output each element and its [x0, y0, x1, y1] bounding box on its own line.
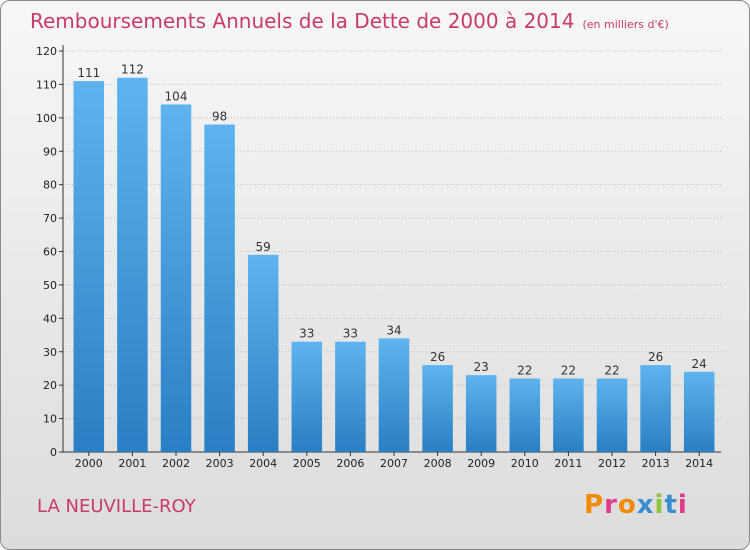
bar [247, 254, 279, 452]
bar [596, 378, 628, 452]
logo-letter: i [677, 490, 688, 520]
town-name: LA NEUVILLE-ROY [37, 496, 196, 517]
y-tick-label: 90 [43, 145, 57, 158]
bar [117, 77, 148, 452]
data-label: 112 [121, 63, 144, 77]
logo-letter: r [604, 490, 618, 520]
chart-subtitle: (en milliers d'€) [582, 18, 669, 31]
x-tick-label: 2013 [642, 457, 670, 470]
data-label: 22 [517, 363, 532, 377]
data-label: 98 [212, 110, 227, 124]
bar [640, 365, 671, 452]
x-tick-label: 2001 [118, 457, 146, 470]
y-tick-label: 70 [43, 212, 57, 225]
x-tick-label: 2002 [162, 457, 190, 470]
bar [291, 341, 323, 452]
x-tick-label: 2008 [424, 457, 452, 470]
y-tick-label: 60 [43, 246, 57, 259]
logo-letter: x [636, 490, 655, 520]
bar [335, 341, 366, 452]
data-label: 33 [299, 327, 314, 341]
x-tick-label: 2007 [380, 457, 408, 470]
x-tick-label: 2009 [467, 457, 495, 470]
bar [422, 365, 453, 452]
y-tick-label: 100 [36, 112, 57, 125]
proxiti-logo: Proxiti [584, 490, 688, 520]
x-tick-label: 2003 [206, 457, 234, 470]
y-tick-label: 40 [43, 312, 57, 325]
data-label: 59 [256, 240, 271, 254]
data-label: 24 [692, 357, 707, 371]
logo-letter: o [617, 490, 637, 520]
y-tick-label: 120 [36, 45, 57, 58]
data-label: 26 [648, 350, 663, 364]
y-tick-label: 110 [36, 78, 57, 91]
x-tick-label: 2012 [598, 457, 626, 470]
y-tick-label: 50 [43, 279, 57, 292]
logo-letter: t [664, 490, 678, 520]
x-tick-label: 2004 [249, 457, 277, 470]
logo-letter: P [584, 490, 605, 520]
bar [553, 378, 584, 452]
y-tick-label: 10 [43, 413, 57, 426]
chart-title: Remboursements Annuels de la Dette de 20… [30, 9, 669, 33]
data-label: 111 [77, 66, 100, 80]
chart-title-main: Remboursements Annuels de la Dette de 20… [30, 9, 575, 33]
y-tick-label: 80 [43, 179, 57, 192]
x-tick-label: 2000 [75, 457, 103, 470]
x-tick-label: 2011 [554, 457, 582, 470]
data-label: 23 [474, 360, 489, 374]
x-tick-label: 2014 [685, 457, 713, 470]
data-label: 104 [165, 89, 188, 103]
data-label: 33 [343, 327, 358, 341]
bar [73, 81, 105, 452]
y-tick-label: 20 [43, 379, 57, 392]
data-label: 22 [561, 363, 576, 377]
x-tick-label: 2006 [336, 457, 364, 470]
bar [378, 338, 410, 452]
logo-letter: i [654, 490, 665, 520]
bar [160, 104, 192, 452]
x-tick-label: 2010 [511, 457, 539, 470]
x-tick-label: 2005 [293, 457, 321, 470]
bar [204, 124, 235, 453]
bar [683, 371, 715, 452]
bar [465, 375, 497, 452]
bar [509, 378, 541, 452]
y-tick-label: 30 [43, 346, 57, 359]
data-label: 34 [386, 323, 401, 337]
data-label: 22 [604, 363, 619, 377]
y-tick-label: 0 [50, 446, 57, 459]
data-label: 26 [430, 350, 445, 364]
